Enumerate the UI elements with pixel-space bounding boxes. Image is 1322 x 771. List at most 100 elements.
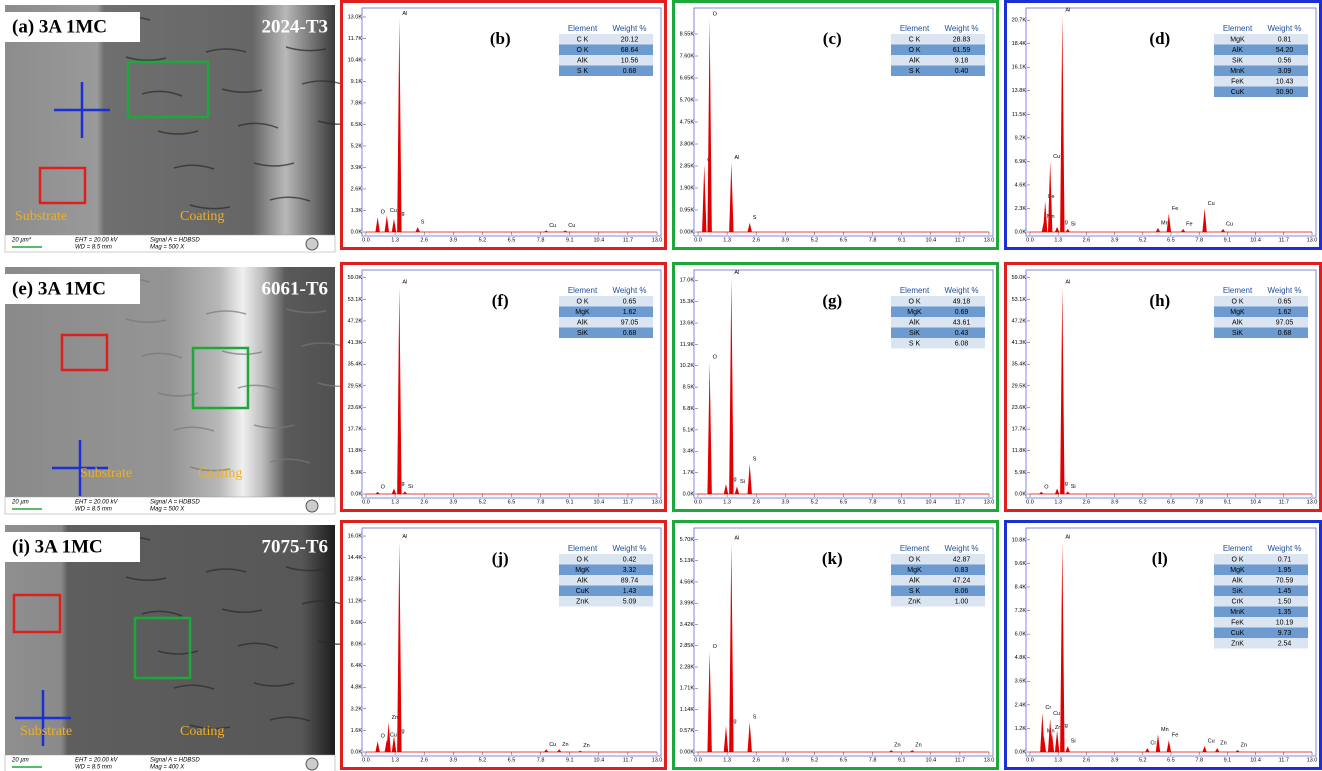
x-tick-label: 13.0 <box>652 237 663 243</box>
x-tick-label: 2.6 <box>1083 237 1091 243</box>
peak-label: Zn <box>1241 742 1247 748</box>
x-tick-label: 7.8 <box>537 499 545 505</box>
y-tick-label: 13.0K <box>348 14 363 20</box>
table-cell: SiK <box>1232 588 1243 595</box>
table-cell: 0.65 <box>1278 299 1292 306</box>
table-cell: 28.83 <box>953 37 971 44</box>
table-cell: 0.65 <box>623 299 637 306</box>
x-tick-label: 7.8 <box>869 237 877 243</box>
y-tick-label: 0.00K <box>680 749 695 755</box>
y-tick-label: 1.3K <box>351 208 363 214</box>
x-tick-label: 3.9 <box>781 757 789 763</box>
y-tick-label: 9.6K <box>1015 561 1027 567</box>
y-tick-label: 4.6K <box>1015 182 1027 188</box>
y-tick-label: 2.28K <box>680 664 695 670</box>
x-tick-label: 6.5 <box>1167 499 1175 505</box>
x-tick-label: 6.5 <box>508 499 516 505</box>
table-cell: 1.62 <box>623 309 637 316</box>
x-tick-label: 3.9 <box>1111 757 1119 763</box>
x-tick-label: 10.4 <box>593 757 604 763</box>
x-tick-label: 10.4 <box>925 237 936 243</box>
y-tick-label: 53.1K <box>348 297 363 303</box>
y-tick-label: 11.2K <box>348 598 362 604</box>
x-tick-label: 5.2 <box>479 757 487 763</box>
table-cell: O K <box>576 299 588 306</box>
y-tick-label: 11.7K <box>348 36 362 42</box>
table-cell: 47.24 <box>953 578 971 585</box>
table-cell: 5.09 <box>623 599 637 606</box>
y-tick-label: 3.4K <box>683 449 695 455</box>
x-tick-label: 13.0 <box>1307 757 1318 763</box>
y-tick-label: 5.1K <box>683 427 695 433</box>
table-row <box>1214 317 1308 328</box>
y-tick-label: 1.2K <box>1015 726 1027 732</box>
table-row <box>1214 66 1308 77</box>
table-row <box>559 317 653 328</box>
sem-label: (a) 3A 1MC <box>12 16 107 37</box>
table-header: Element <box>1223 24 1253 33</box>
table-row <box>891 296 985 307</box>
x-tick-label: 0.0 <box>362 757 370 763</box>
table-row <box>1214 586 1308 597</box>
sem-wd: WD = 8.5 mm <box>75 507 112 513</box>
peak-label: Al <box>734 536 739 542</box>
x-tick-label: 9.1 <box>1224 499 1232 505</box>
table-header: Weight % <box>1267 544 1301 553</box>
x-tick-label: 9.1 <box>566 757 574 763</box>
x-tick-label: 9.1 <box>898 499 906 505</box>
table-cell: 0.68 <box>623 330 637 337</box>
coating-label: Coating <box>180 209 224 224</box>
peak-label: Mn <box>1161 727 1169 733</box>
table-cell: O K <box>908 47 920 54</box>
table-cell: AlK <box>909 320 920 327</box>
y-tick-label: 53.1K <box>1012 297 1027 303</box>
table-cell: S K <box>577 68 589 75</box>
x-tick-label: 7.8 <box>1195 757 1203 763</box>
x-tick-label: 9.1 <box>1224 237 1232 243</box>
x-tick-label: 13.0 <box>652 757 663 763</box>
x-tick-label: 3.9 <box>1111 237 1119 243</box>
peak-label: Zn <box>1220 741 1226 747</box>
peak-label: Cr <box>1045 705 1051 711</box>
table-cell: MnK <box>1230 68 1245 75</box>
x-tick-label: 5.2 <box>811 237 819 243</box>
peak-label: S <box>421 219 425 225</box>
y-tick-label: 18.4K <box>1012 41 1027 47</box>
x-tick-label: 0.0 <box>1026 237 1034 243</box>
x-tick-label: 9.1 <box>566 499 574 505</box>
peak-label: Cu <box>1053 154 1060 160</box>
x-tick-label: 2.6 <box>752 237 760 243</box>
y-tick-label: 11.9K <box>680 342 694 348</box>
y-tick-label: 9.2K <box>1015 135 1027 141</box>
y-tick-label: 4.56K <box>680 579 695 585</box>
sem-signal: Signal A = HDBSD <box>150 758 200 764</box>
y-tick-label: 59.0K <box>348 275 363 281</box>
table-cell: AlK <box>1232 578 1243 585</box>
x-tick-label: 5.2 <box>1139 237 1147 243</box>
sem-label: (i) 3A 1MC <box>12 536 103 557</box>
table-row <box>891 338 985 349</box>
y-tick-label: 4.8K <box>351 685 363 691</box>
table-cell: 0.43 <box>955 330 969 337</box>
table-cell: 0.69 <box>955 309 969 316</box>
table-cell: MgK <box>1230 567 1245 574</box>
table-cell: AlK <box>1232 47 1243 54</box>
x-tick-label: 6.5 <box>508 237 516 243</box>
table-cell: 70.59 <box>1276 578 1294 585</box>
x-tick-label: 6.5 <box>508 757 516 763</box>
y-tick-label: 0.0K <box>351 749 363 755</box>
table-cell: SiK <box>1232 58 1243 65</box>
y-tick-label: 3.9K <box>351 165 363 171</box>
y-tick-label: 29.5K <box>348 383 363 389</box>
x-tick-label: 1.3 <box>1054 237 1062 243</box>
x-tick-label: 5.2 <box>479 237 487 243</box>
panel-label: (j) <box>492 549 509 568</box>
substrate-label: Substrate <box>80 466 132 481</box>
table-cell: MgK <box>1230 37 1245 44</box>
substrate-label: Substrate <box>20 724 72 739</box>
sem-label: (e) 3A 1MC <box>12 278 106 299</box>
table-cell: MgK <box>575 309 590 316</box>
x-tick-label: 2.6 <box>1083 757 1091 763</box>
table-cell: 97.05 <box>1276 320 1294 327</box>
table-cell: 54.20 <box>1276 47 1294 54</box>
